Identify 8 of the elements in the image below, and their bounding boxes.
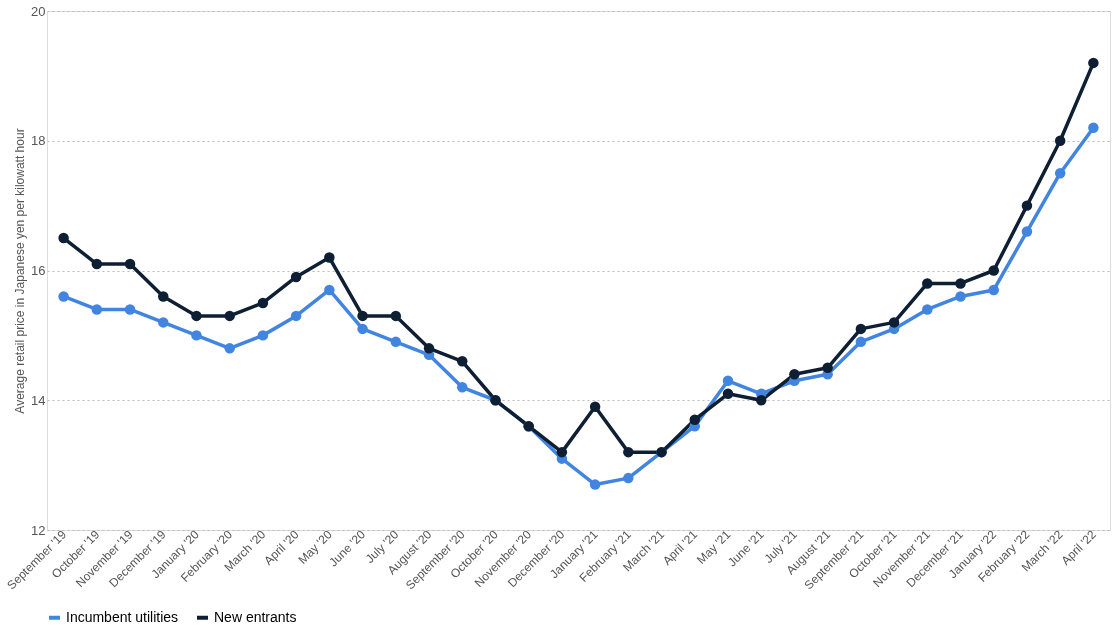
y-tick-label: 16 — [31, 263, 46, 278]
y-tick-label: 12 — [31, 522, 46, 538]
legend-label: New entrants — [214, 608, 297, 625]
y-tick-label: 18 — [31, 133, 46, 149]
y-tick-label: 14 — [31, 392, 46, 408]
y-tick-label: 20 — [31, 3, 46, 19]
y-axis-title: Average retail price in Japanese yen per kilowatt hour — [13, 128, 28, 414]
legend-label: Incumbent utilities — [66, 608, 179, 625]
